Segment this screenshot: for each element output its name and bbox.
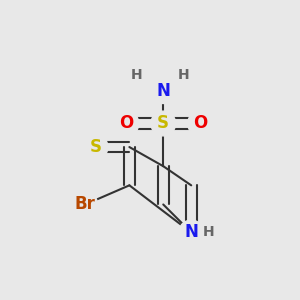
Circle shape [73,192,98,217]
Text: S: S [157,115,169,133]
Text: H: H [202,225,214,239]
Circle shape [114,111,139,136]
Circle shape [172,62,196,87]
Circle shape [83,135,108,159]
Circle shape [188,111,212,136]
Text: N: N [156,82,170,100]
Circle shape [151,79,176,104]
Text: N: N [184,224,198,242]
Circle shape [151,111,176,136]
Text: Br: Br [75,196,96,214]
Text: O: O [119,115,134,133]
Circle shape [124,62,149,87]
Text: S: S [89,138,101,156]
Text: O: O [193,115,207,133]
Text: H: H [178,68,190,82]
Text: H: H [131,68,142,82]
Circle shape [179,220,204,245]
